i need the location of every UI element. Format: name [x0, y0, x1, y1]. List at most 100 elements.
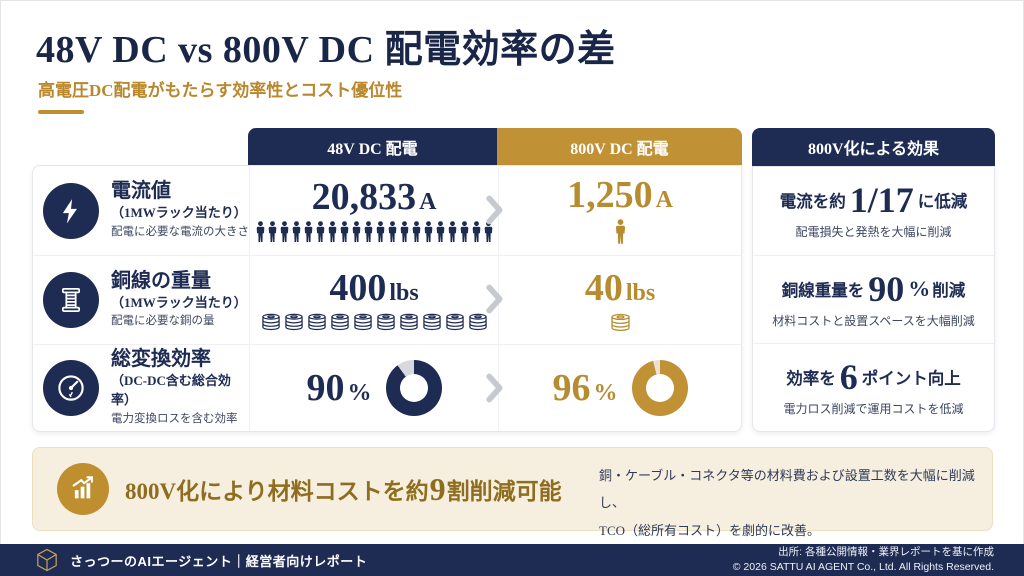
hexagon-logo-icon — [36, 548, 58, 572]
column-header-800v-label: 800V DC 配電 — [570, 141, 669, 158]
row-name: 銅線の重量 — [111, 269, 211, 292]
row-desc: 配電に必要な銅の量 — [111, 315, 215, 328]
column-header-effect: 800V化による効果 — [752, 128, 995, 166]
spool-icon-row — [261, 313, 488, 331]
column-header-48v-label: 48V DC 配電 — [327, 141, 418, 158]
person-icon — [436, 221, 444, 242]
person-icon — [472, 221, 480, 242]
person-icon — [328, 221, 336, 242]
row-label-efficiency: 総変換効率 （DC-DC含む総合効率） 電力変換ロスを含む効率 — [33, 345, 249, 431]
current-48v-value: 20,833 — [311, 176, 417, 218]
person-icon — [412, 221, 420, 242]
spool-icon — [422, 313, 441, 331]
effect-big: 6 — [839, 356, 858, 397]
value-48v-efficiency: 90 % — [249, 345, 498, 431]
row-paren: （DC-DC含む総合効率） — [111, 372, 231, 408]
accent-bar — [38, 110, 84, 114]
effect-big-unit: % — [908, 275, 931, 301]
banner-main-pre: 800V化により材料コストを約 — [125, 479, 429, 504]
person-icon — [268, 221, 276, 242]
row-label-copper: 銅線の重量 （1MWラック当たり） 配電に必要な銅の量 — [33, 256, 249, 344]
effect-cell-efficiency: 効率を 6 ポイント向上 電力ロス削減で運用コストを低減 — [753, 343, 994, 431]
page-subtitle: 高電圧DC配電がもたらす効率性とコスト優位性 — [38, 81, 403, 100]
copper-800v-value: 40 — [584, 266, 623, 309]
wire-spool-icon — [43, 272, 99, 328]
copper-48v-value: 400 — [329, 267, 387, 309]
summary-banner: 800V化により材料コストを約 9 割削減可能 銅・ケーブル・コネクタ等の材料費… — [32, 447, 993, 538]
effect-sub: 電力ロス削減で運用コストを低減 — [783, 401, 964, 416]
lightning-icon — [43, 182, 99, 239]
row-name: 電流値 — [111, 180, 171, 203]
spool-icon — [353, 313, 372, 331]
row-paren: （1MWラック当たり） — [111, 205, 247, 221]
effect-pre: 銅線重量を — [781, 280, 865, 300]
person-icon-row — [614, 219, 627, 245]
person-icon — [448, 221, 456, 242]
row-desc: 電力変換ロスを含む効率 — [111, 412, 238, 425]
footer-right: 出所: 各種公開情報・業界レポートを基に作成 © 2026 SATTU AI A… — [733, 545, 994, 575]
person-icon — [400, 221, 408, 242]
column-header-effect-label: 800V化による効果 — [807, 141, 940, 158]
person-icon — [364, 221, 372, 242]
spool-icon — [261, 313, 280, 331]
efficiency-800v-donut — [631, 360, 688, 416]
person-icon — [256, 221, 264, 242]
current-800v-value: 1,250 — [567, 174, 653, 216]
banner-main-big: 9 — [429, 471, 446, 507]
efficiency-48v-value: 90 — [306, 367, 345, 409]
row-name: 総変換効率 — [111, 347, 211, 370]
person-icon — [352, 221, 360, 242]
value-48v-copper: 400 lbs — [249, 256, 498, 344]
effect-card: 電流を約 1/17 に低減 配電損失と発熱を大幅に削減 銅線重量を 90 % 削… — [752, 166, 995, 432]
spool-icon — [284, 313, 303, 331]
effect-pre: 効率を — [786, 368, 836, 388]
footer: さっつーのAIエージェント｜経営者向けレポート 出所: 各種公開情報・業界レポー… — [0, 544, 1024, 576]
growth-chart-icon — [57, 463, 109, 515]
current-800v-unit: A — [655, 187, 673, 213]
banner-note-line1: 銅・ケーブル・コネクタ等の材料費および設置工数を大幅に削減し、 — [599, 468, 975, 511]
column-header-48v: 48V DC 配電 — [248, 128, 497, 166]
banner-note: 銅・ケーブル・コネクタ等の材料費および設置工数を大幅に削減し、 TCO（総所有コ… — [599, 462, 992, 544]
efficiency-800v-value: 96 — [552, 367, 591, 409]
person-icon — [376, 221, 384, 242]
value-800v-current: 1,250 A — [498, 166, 741, 255]
row-paren: （1MWラック当たり） — [111, 294, 247, 310]
person-icon — [280, 221, 288, 242]
row-desc: 配電に必要な電流の大きさ — [111, 225, 249, 238]
value-48v-current: 20,833 A — [249, 166, 498, 255]
value-800v-copper: 40 lbs — [498, 256, 741, 344]
effect-pre: 電流を約 — [779, 192, 846, 211]
person-icon — [292, 221, 300, 242]
comparison-table: 電流値 （1MWラック当たり） 配電に必要な電流の大きさ 20,833 A 1,… — [32, 165, 742, 432]
efficiency-48v-donut — [385, 360, 442, 416]
efficiency-800v-unit: % — [593, 380, 618, 406]
copper-800v-unit: lbs — [625, 279, 656, 306]
chevron-right-icon — [480, 281, 510, 317]
person-icon — [460, 221, 468, 242]
table-row-copper: 銅線の重量 （1MWラック当たり） 配電に必要な銅の量 400 lbs 40 l… — [33, 255, 741, 344]
table-row-efficiency: 総変換効率 （DC-DC含む総合効率） 電力変換ロスを含む効率 90 % — [33, 344, 741, 431]
effect-sub: 材料コストと設置スペースを大幅削減 — [772, 313, 975, 328]
effect-cell-current: 電流を約 1/17 に低減 配電損失と発熱を大幅に削減 — [753, 167, 994, 255]
value-800v-efficiency: 96 % — [498, 345, 741, 431]
footer-brand: さっつーのAIエージェント｜経営者向けレポート — [70, 553, 368, 569]
effect-post: 削減 — [932, 280, 966, 300]
person-icon-row — [255, 221, 494, 243]
person-icon — [304, 221, 312, 242]
person-icon — [316, 221, 324, 242]
person-icon — [340, 221, 348, 242]
copper-48v-unit: lbs — [389, 280, 419, 306]
column-header-800v: 800V DC 配電 — [497, 128, 742, 166]
footer-source: 出所: 各種公開情報・業界レポートを基に作成 — [778, 545, 994, 558]
current-48v-unit: A — [419, 189, 437, 215]
gauge-icon — [43, 360, 99, 416]
spool-icon — [445, 313, 464, 331]
spool-icon — [376, 313, 395, 331]
footer-copyright: © 2026 SATTU AI AGENT Co., Ltd. All Righ… — [732, 561, 994, 573]
banner-main-post: 割削減可能 — [446, 479, 562, 504]
efficiency-48v-unit: % — [347, 380, 372, 406]
chevron-right-icon — [480, 370, 510, 406]
effect-big: 90 — [868, 268, 905, 309]
spool-icon-row — [610, 313, 631, 332]
